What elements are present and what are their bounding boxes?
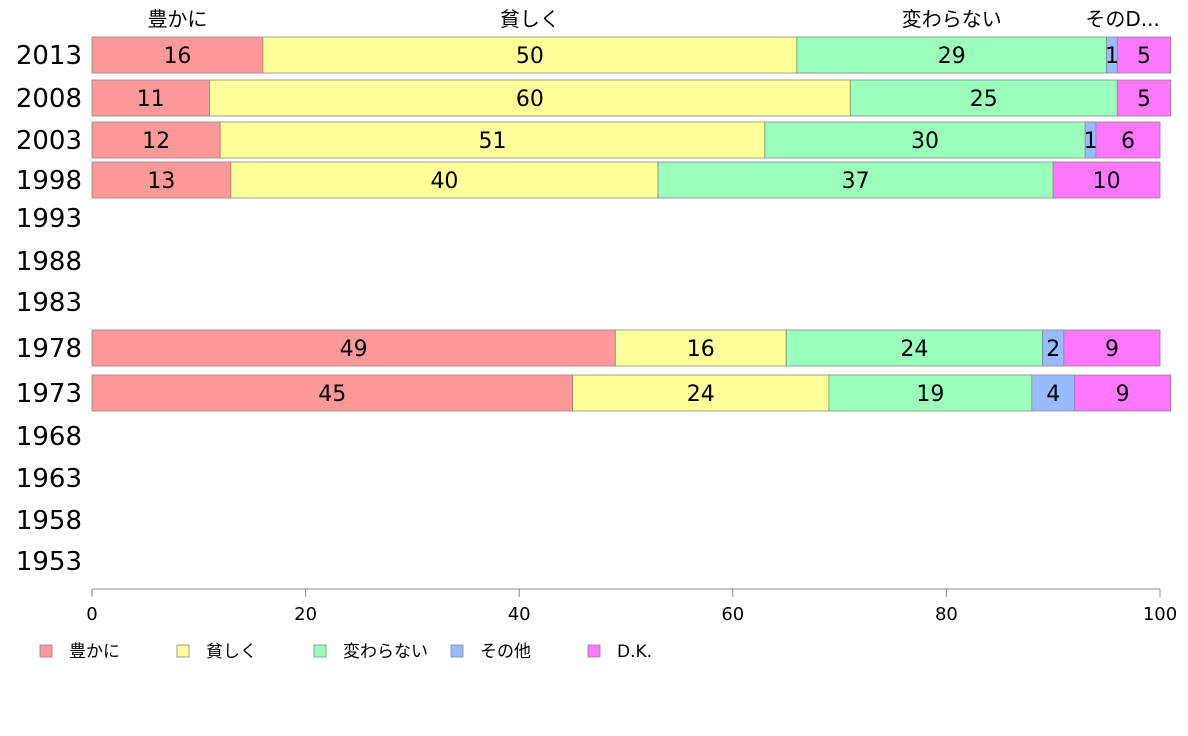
- bar-segment: [796, 36, 1108, 74]
- x-tick-label: 60: [721, 604, 744, 625]
- bar-segment: [219, 121, 766, 159]
- bar-segment: [1095, 121, 1161, 159]
- bar-segment: [1116, 36, 1172, 74]
- year-label: 2003: [16, 126, 82, 156]
- year-label: 1958: [16, 506, 82, 536]
- legend-swatch: [39, 644, 53, 658]
- bar-segment: [849, 79, 1118, 117]
- data-label: 6: [1121, 129, 1135, 154]
- x-tick-label: 0: [86, 604, 97, 625]
- data-label: 37: [842, 169, 870, 194]
- data-label: 49: [340, 337, 368, 362]
- year-label: 2008: [16, 84, 82, 114]
- data-label: 2: [1046, 337, 1060, 362]
- bar-segment: [91, 329, 616, 367]
- data-label: 1: [1084, 129, 1098, 154]
- year-label: 1973: [16, 379, 82, 409]
- year-label: 1968: [16, 422, 82, 452]
- data-label: 16: [163, 44, 191, 69]
- top-category-label: 貧しく: [500, 7, 560, 31]
- x-tick-label: 100: [1143, 604, 1177, 625]
- legend-swatch: [176, 644, 190, 658]
- legend-swatch: [450, 644, 464, 658]
- year-label: 1978: [16, 334, 82, 364]
- legend-label: 変わらない: [343, 642, 428, 662]
- top-category-label: そのD...: [1085, 7, 1159, 31]
- x-tick-label: 80: [935, 604, 958, 625]
- data-label: 50: [516, 44, 544, 69]
- year-labels: 2013 2008 2003 1998 1993 1988 1983 1978 1973 1968…: [16, 41, 82, 577]
- data-label: 40: [430, 169, 458, 194]
- data-label: 4: [1046, 382, 1060, 407]
- legend-label: 豊かに: [69, 642, 120, 662]
- data-label: 25: [970, 87, 998, 112]
- data-label: 13: [147, 169, 175, 194]
- legend-swatch: [587, 644, 601, 658]
- bar-segment: [1063, 329, 1161, 367]
- data-label: 9: [1105, 337, 1119, 362]
- top-category-label: 豊かに: [147, 7, 207, 31]
- data-label: 10: [1093, 169, 1121, 194]
- bar-segment: [614, 329, 787, 367]
- data-label: 29: [938, 44, 966, 69]
- data-label: 12: [142, 129, 170, 154]
- data-label: 51: [479, 129, 507, 154]
- bar-segment: [91, 36, 264, 74]
- legend-label: D.K.: [617, 642, 652, 662]
- bar-segment: [230, 161, 659, 199]
- year-label: 1998: [16, 166, 82, 196]
- bar-segment: [91, 374, 574, 412]
- year-label: 1963: [16, 464, 82, 494]
- bar-segment: [91, 79, 210, 117]
- data-label: 30: [911, 129, 939, 154]
- data-label: 19: [916, 382, 944, 407]
- x-tick-label: 20: [294, 604, 317, 625]
- data-label: 9: [1116, 382, 1130, 407]
- data-label: 5: [1137, 87, 1151, 112]
- bar-segment: [828, 374, 1033, 412]
- bar-segment: [262, 36, 798, 74]
- bar-segment: [764, 121, 1086, 159]
- bar-segment: [785, 329, 1043, 367]
- bar-segment: [209, 79, 851, 117]
- bar-segment: [1074, 374, 1172, 412]
- bar-segment: [572, 374, 830, 412]
- legend-label: その他: [480, 642, 531, 662]
- data-label: 11: [137, 87, 165, 112]
- data-label: 24: [687, 382, 715, 407]
- bar-segment: [91, 161, 232, 199]
- bar-segment: [1052, 161, 1161, 199]
- legend-swatch: [313, 644, 327, 658]
- bar-segment: [91, 121, 221, 159]
- year-label: 1953: [16, 547, 82, 577]
- year-label: 1993: [16, 204, 82, 234]
- data-label: 16: [687, 337, 715, 362]
- bar-segment: [1116, 79, 1172, 117]
- year-label: 1988: [16, 247, 82, 277]
- x-tick-label: 40: [508, 604, 531, 625]
- x-axis: 0 20 40 60 80 100: [86, 588, 1177, 625]
- data-label: 24: [900, 337, 928, 362]
- legend-label: 貧しく: [206, 642, 257, 662]
- data-label: 5: [1137, 44, 1151, 69]
- data-label: 45: [318, 382, 346, 407]
- data-label: 1: [1105, 44, 1119, 69]
- data-label: 60: [516, 87, 544, 112]
- bar-segment: [657, 161, 1054, 199]
- year-label: 1983: [16, 288, 82, 318]
- legend: 豊かに 貧しく 変わらない その他 D.K.: [39, 642, 652, 662]
- top-category-labels: 豊かに 貧しく 変わらない そのD...: [147, 7, 1159, 31]
- top-category-label: 変わらない: [902, 7, 1002, 31]
- year-label: 2013: [16, 41, 82, 71]
